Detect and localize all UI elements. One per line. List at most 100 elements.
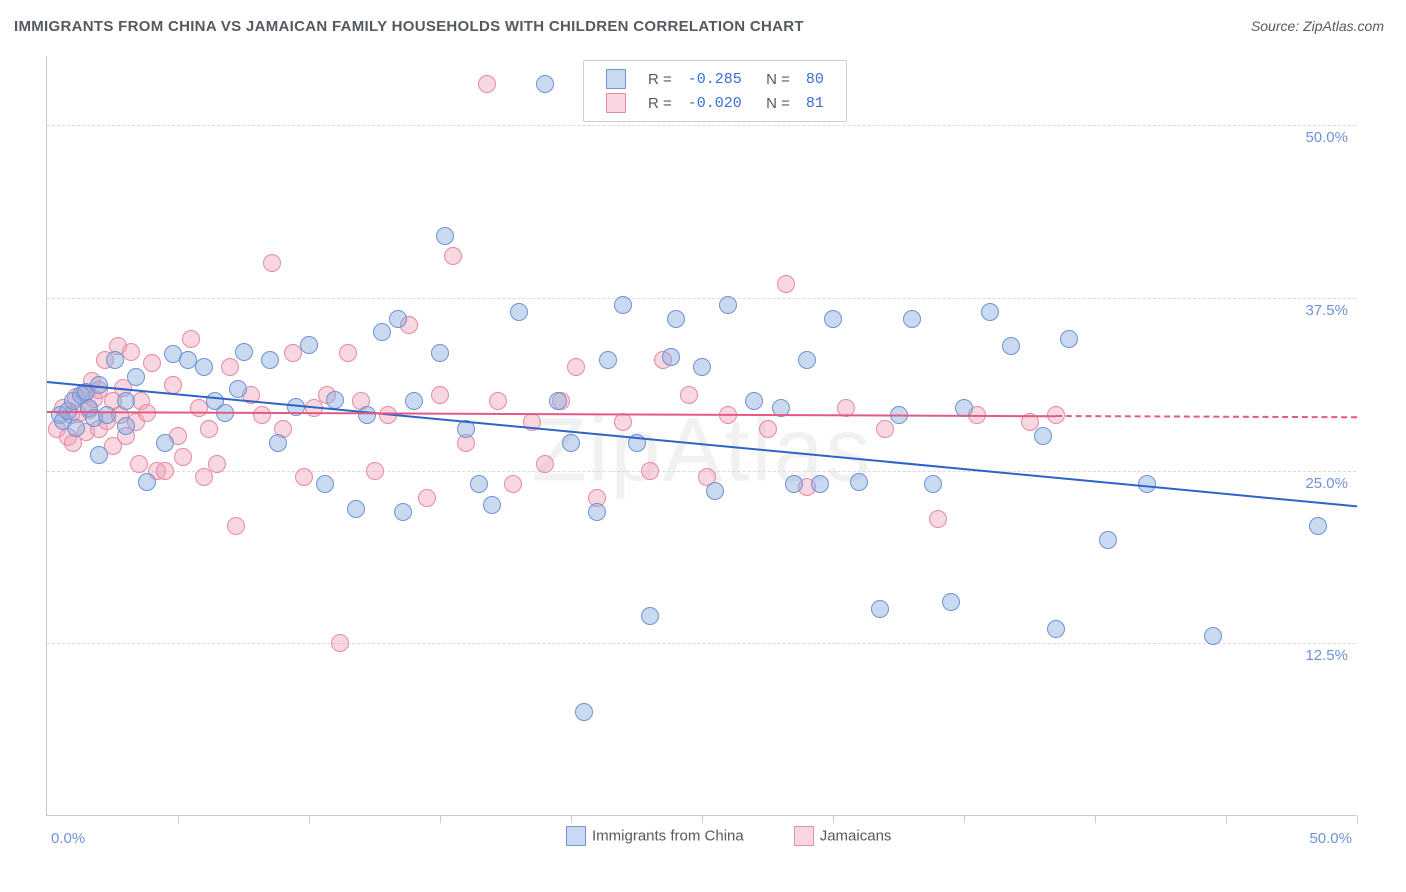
scatter-point [536, 75, 554, 93]
scatter-point [436, 227, 454, 245]
scatter-point [785, 475, 803, 493]
scatter-point [942, 593, 960, 611]
scatter-point [614, 413, 632, 431]
scatter-point [300, 336, 318, 354]
scatter-point [567, 358, 585, 376]
y-tick-label: 37.5% [1305, 302, 1348, 319]
scatter-point [1002, 337, 1020, 355]
scatter-point [693, 358, 711, 376]
scatter-point [326, 391, 344, 409]
scatter-point [418, 489, 436, 507]
scatter-point [614, 296, 632, 314]
x-tick [1357, 815, 1358, 823]
gridline [47, 643, 1356, 644]
x-max-label: 50.0% [1309, 830, 1352, 847]
scatter-point [208, 455, 226, 473]
scatter-point [227, 517, 245, 535]
scatter-point [1034, 427, 1052, 445]
scatter-point [90, 446, 108, 464]
scatter-point [373, 323, 391, 341]
scatter-point [195, 358, 213, 376]
scatter-point [811, 475, 829, 493]
scatter-point [562, 434, 580, 452]
chart-title: IMMIGRANTS FROM CHINA VS JAMAICAN FAMILY… [14, 18, 804, 35]
scatter-point [143, 354, 161, 372]
scatter-point [903, 310, 921, 328]
legend-bottom: Immigrants from China Jamaicans [566, 826, 891, 846]
scatter-point [599, 351, 617, 369]
trend-line [1056, 415, 1357, 418]
scatter-point [1060, 330, 1078, 348]
scatter-point [745, 392, 763, 410]
x-tick [964, 815, 965, 823]
scatter-point [483, 496, 501, 514]
scatter-point [394, 503, 412, 521]
scatter-point [405, 392, 423, 410]
x-tick [833, 815, 834, 823]
scatter-point [1309, 517, 1327, 535]
scatter-point [195, 468, 213, 486]
x-tick [571, 815, 572, 823]
scatter-point [489, 392, 507, 410]
scatter-point [641, 462, 659, 480]
scatter-point [1047, 620, 1065, 638]
x-tick [1226, 815, 1227, 823]
scatter-point [850, 473, 868, 491]
scatter-point [706, 482, 724, 500]
x-tick [178, 815, 179, 823]
legend-label: Jamaicans [820, 828, 892, 845]
scatter-point [235, 343, 253, 361]
scatter-point [221, 358, 239, 376]
scatter-point [106, 351, 124, 369]
scatter-point [389, 310, 407, 328]
source-label: Source: ZipAtlas.com [1251, 18, 1384, 34]
scatter-point [478, 75, 496, 93]
legend-swatch [566, 826, 586, 846]
gridline [47, 125, 1356, 126]
scatter-point [504, 475, 522, 493]
scatter-point [156, 434, 174, 452]
scatter-point [174, 448, 192, 466]
scatter-point [138, 473, 156, 491]
scatter-point [444, 247, 462, 265]
x-tick [702, 815, 703, 823]
scatter-point [588, 503, 606, 521]
scatter-point [263, 254, 281, 272]
scatter-point [358, 406, 376, 424]
scatter-point [510, 303, 528, 321]
scatter-point [470, 475, 488, 493]
scatter-point [641, 607, 659, 625]
trend-line [47, 381, 1357, 507]
scatter-point [680, 386, 698, 404]
scatter-point [536, 455, 554, 473]
scatter-point [719, 296, 737, 314]
gridline [47, 298, 1356, 299]
scatter-point [876, 420, 894, 438]
y-tick-label: 50.0% [1305, 129, 1348, 146]
y-tick-label: 12.5% [1305, 647, 1348, 664]
scatter-point [662, 348, 680, 366]
scatter-point [67, 419, 85, 437]
scatter-point [164, 376, 182, 394]
scatter-point [667, 310, 685, 328]
scatter-point [200, 420, 218, 438]
correlation-legend: R =-0.285 N =80R =-0.020 N =81 [583, 60, 847, 122]
scatter-point [269, 434, 287, 452]
x-tick [440, 815, 441, 823]
y-tick-label: 25.0% [1305, 475, 1348, 492]
x-tick [1095, 815, 1096, 823]
scatter-point [156, 462, 174, 480]
scatter-point [117, 417, 135, 435]
scatter-point [331, 634, 349, 652]
scatter-point [575, 703, 593, 721]
legend-label: Immigrants from China [592, 828, 744, 845]
x-min-label: 0.0% [51, 830, 85, 847]
scatter-point [871, 600, 889, 618]
scatter-point [366, 462, 384, 480]
scatter-point [929, 510, 947, 528]
scatter-point [981, 303, 999, 321]
scatter-point [295, 468, 313, 486]
scatter-point [1099, 531, 1117, 549]
scatter-point [759, 420, 777, 438]
scatter-point [253, 406, 271, 424]
